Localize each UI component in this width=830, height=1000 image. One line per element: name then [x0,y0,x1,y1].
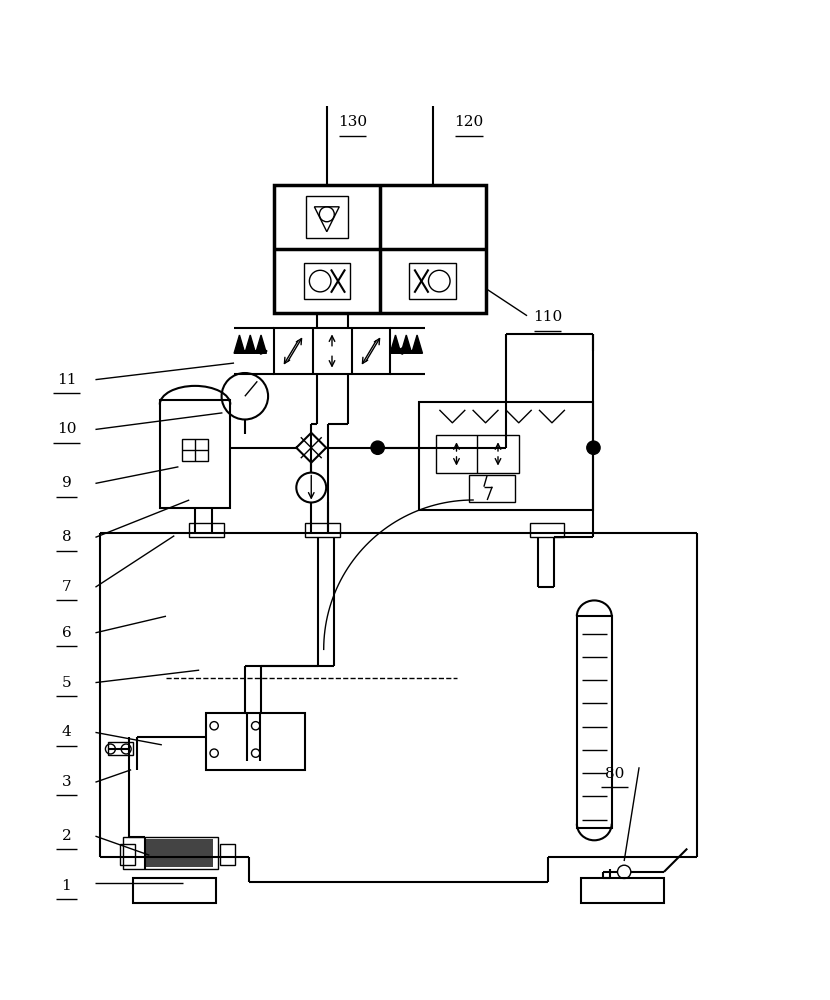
Circle shape [371,441,384,454]
Text: 4: 4 [61,725,71,739]
Bar [436,435,519,473]
Text: 9: 9 [61,476,71,490]
Text: 10: 10 [56,422,76,436]
Text: 80: 80 [604,767,624,781]
Bar [419,402,593,510]
Text: 110: 110 [533,310,563,324]
Text: 8: 8 [61,530,71,544]
Bar [220,844,235,865]
Text: 1: 1 [61,879,71,893]
Text: 120: 120 [454,115,484,129]
Bar [159,400,230,508]
Polygon shape [390,335,401,353]
Text: 3: 3 [61,775,71,789]
Bar [123,837,218,869]
Bar [530,523,564,537]
Bar [469,475,515,502]
Bar [274,328,390,374]
Polygon shape [401,335,412,353]
Bar [409,263,456,299]
Bar [120,844,135,865]
Bar [305,523,340,537]
Bar [108,742,133,755]
Text: 6: 6 [61,626,71,640]
Bar [577,616,612,828]
Bar [206,713,305,770]
Bar [306,196,348,238]
Text: 5: 5 [61,676,71,690]
Polygon shape [234,335,245,353]
Text: 11: 11 [56,373,76,387]
Bar [182,439,208,461]
Bar [304,263,350,299]
Text: 2: 2 [61,829,71,843]
Bar [189,523,224,537]
Bar [274,185,486,313]
Polygon shape [245,335,256,353]
Polygon shape [412,335,422,353]
Text: 130: 130 [338,115,368,129]
Polygon shape [256,335,266,353]
Circle shape [587,441,600,454]
Bar [133,878,216,903]
Text: 7: 7 [61,580,71,594]
Bar [581,878,664,903]
Bar [145,839,213,867]
